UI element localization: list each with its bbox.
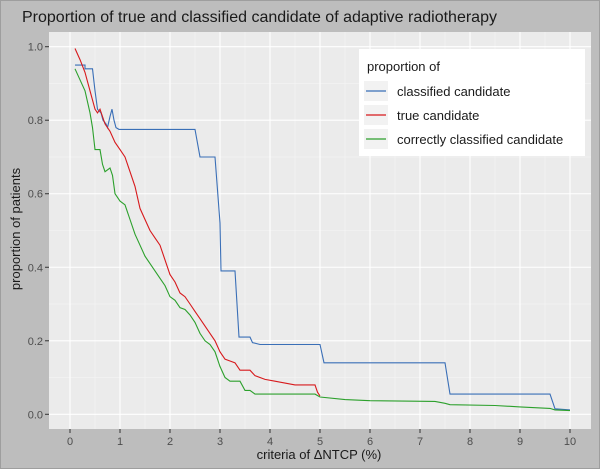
x-tick-label: 0 bbox=[67, 436, 73, 448]
series-line-3 bbox=[74, 68, 571, 412]
y-tick-label: 0.0 bbox=[28, 409, 43, 421]
y-tick-label: 1.0 bbox=[28, 42, 43, 54]
x-tick-label: 9 bbox=[517, 436, 523, 448]
y-axis: 0.0 0.2 0.4 0.6 0.8 1.0 bbox=[28, 42, 49, 421]
y-tick-label: 0.4 bbox=[28, 262, 43, 274]
x-axis-title: criteria of ΔNTCP (%) bbox=[257, 447, 382, 462]
x-tick-label: 4 bbox=[267, 436, 273, 448]
legend: proportion of classified candidate true c… bbox=[359, 49, 585, 156]
chart-title: Proportion of true and classified candid… bbox=[22, 9, 497, 26]
y-tick-label: 0.6 bbox=[28, 189, 43, 201]
y-axis-title: proportion of patients bbox=[8, 167, 23, 290]
x-tick-label: 10 bbox=[564, 436, 576, 448]
y-tick-label: 0.2 bbox=[28, 336, 43, 348]
legend-items: classified candidate true candidate correc… bbox=[364, 81, 563, 149]
x-tick-label: 8 bbox=[467, 436, 473, 448]
legend-title: proportion of bbox=[367, 59, 440, 74]
x-tick-label: 5 bbox=[317, 436, 323, 448]
x-tick-label: 6 bbox=[367, 436, 373, 448]
y-tick-label: 0.8 bbox=[28, 115, 43, 127]
x-axis: 0 1 2 3 4 5 6 7 8 9 10 bbox=[67, 429, 576, 448]
legend-label: true candidate bbox=[397, 108, 479, 123]
x-tick-label: 2 bbox=[167, 436, 173, 448]
x-tick-label: 7 bbox=[417, 436, 423, 448]
legend-label: correctly classified candidate bbox=[397, 132, 563, 147]
x-tick-label: 1 bbox=[117, 436, 123, 448]
x-tick-label: 3 bbox=[217, 436, 223, 448]
legend-background bbox=[359, 49, 585, 156]
series-line-2 bbox=[74, 48, 321, 397]
legend-label: classified candidate bbox=[397, 84, 510, 99]
